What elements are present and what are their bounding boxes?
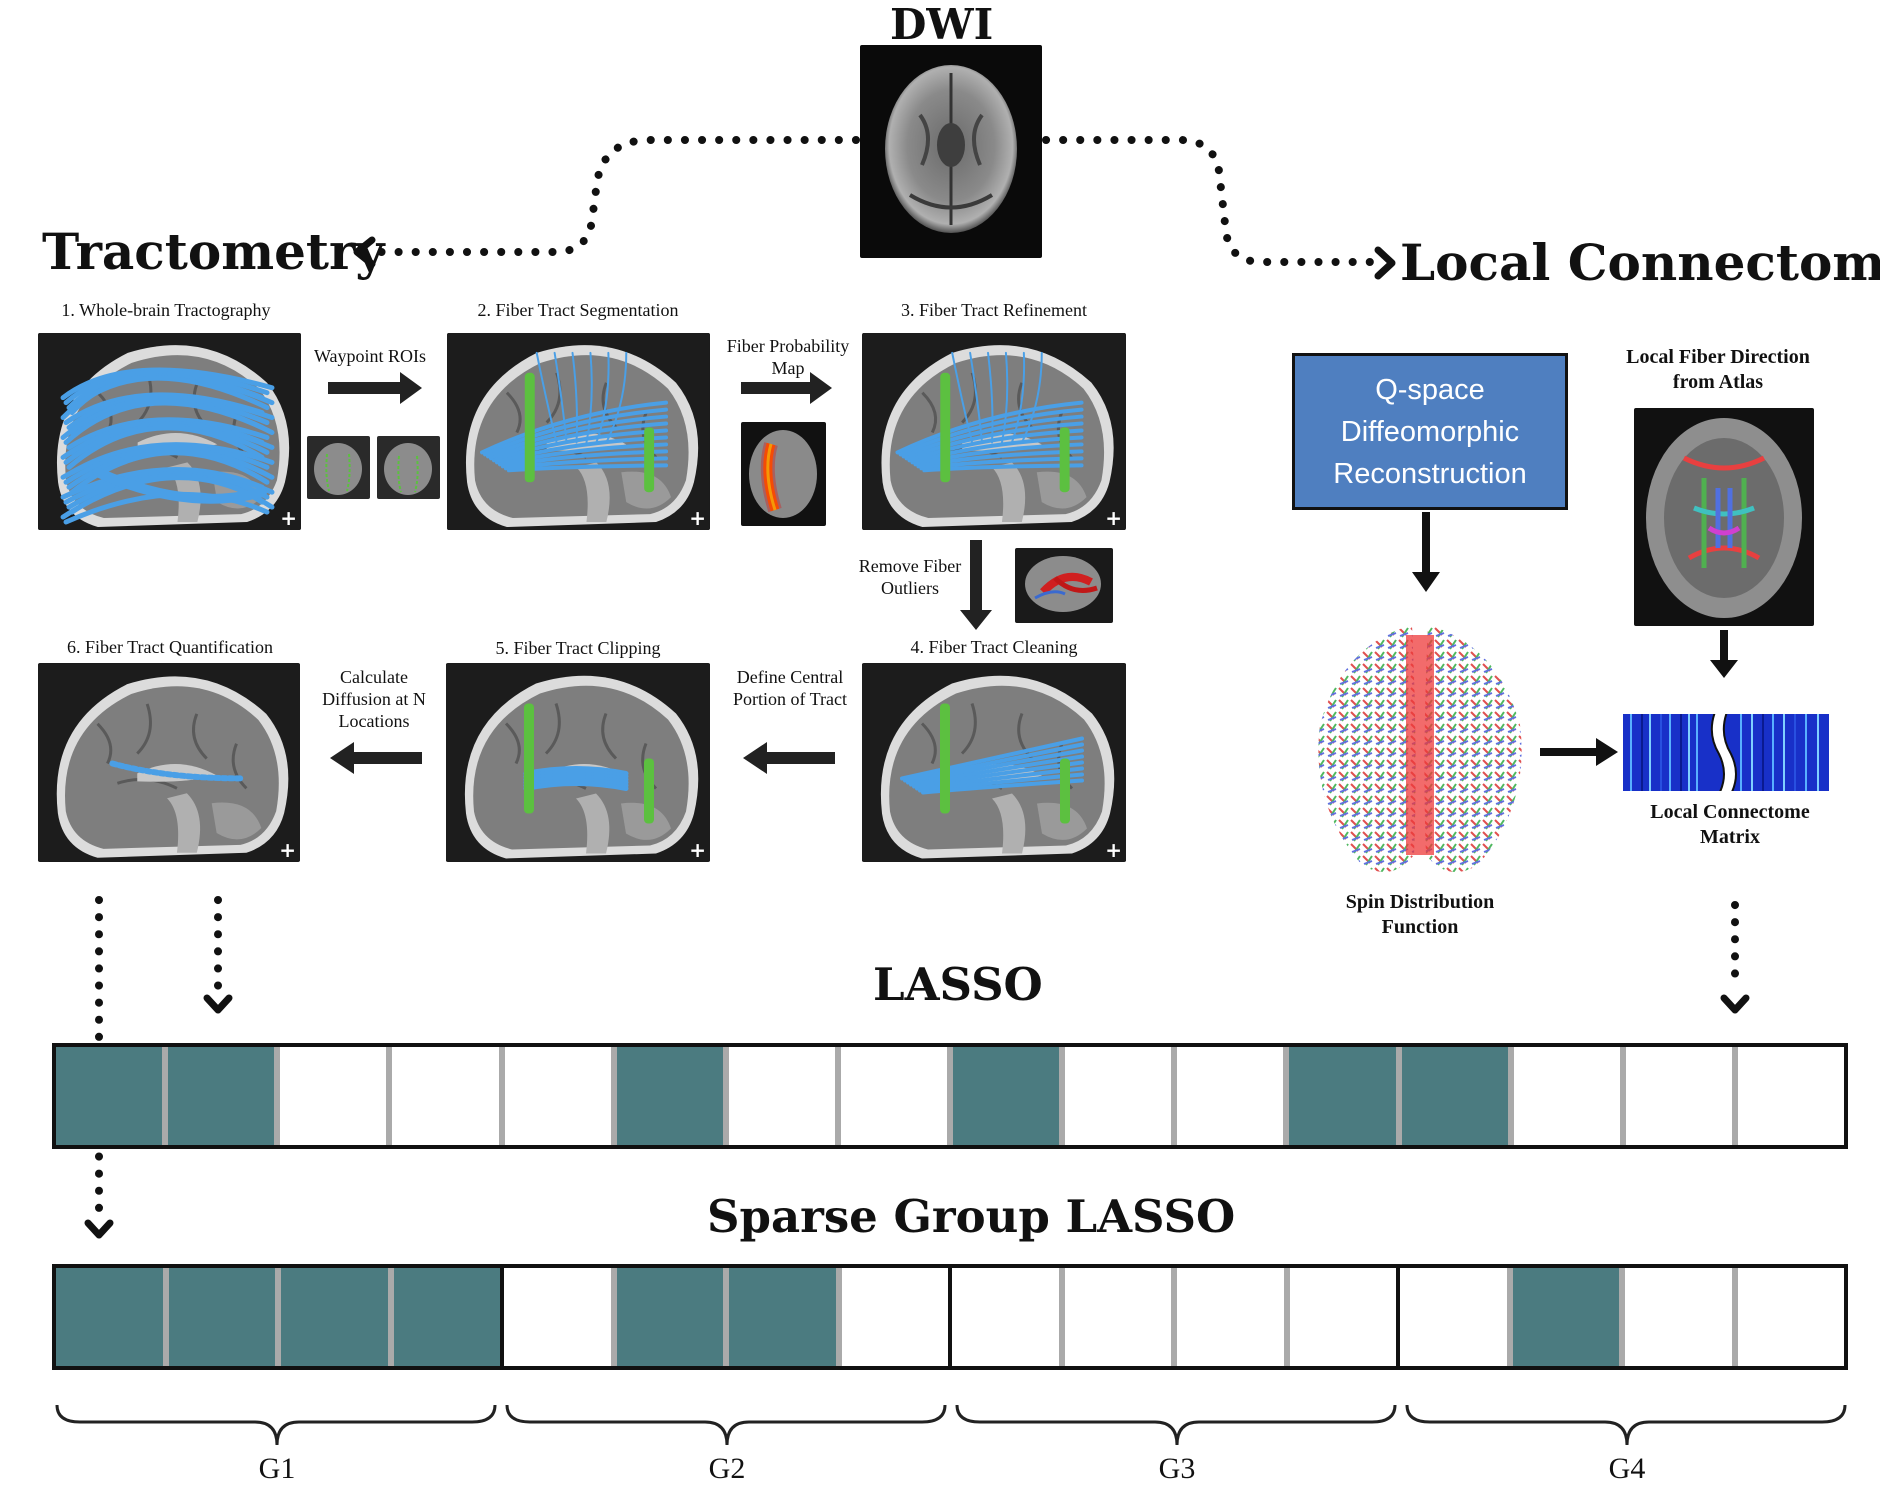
group-label-g3: G3	[1158, 1452, 1196, 1485]
lasso-coefficient-14	[1514, 1047, 1626, 1145]
sgl-coefficient-10	[1065, 1268, 1177, 1366]
lasso-coefficient-15	[1626, 1047, 1738, 1145]
step-1-title: 1. Whole-brain Tractography	[61, 300, 271, 320]
step-4-title: 4. Fiber Tract Cleaning	[910, 637, 1078, 657]
step-2-title: 2. Fiber Tract Segmentation	[477, 300, 679, 320]
atlas-label: Local Fiber Direction from Atlas	[1626, 346, 1810, 393]
sgl-coefficient-15	[1625, 1268, 1738, 1366]
step-3-plus-icon: +	[1105, 506, 1122, 530]
step-3-image: +	[862, 333, 1126, 530]
group-label-g1: G1	[258, 1452, 296, 1485]
outlier-thumbnail	[1015, 548, 1113, 623]
sgl-coefficient-1	[56, 1268, 169, 1366]
lasso-coefficient-6	[616, 1047, 729, 1145]
lasso-coefficient-13	[1401, 1047, 1514, 1145]
lasso-coefficient-4	[392, 1047, 505, 1145]
step-2-image: +	[447, 333, 710, 530]
group-label-g4: G4	[1608, 1452, 1646, 1485]
lasso-coefficient-12	[1289, 1047, 1402, 1145]
matrix-label: Local Connectome Matrix	[1650, 801, 1810, 848]
lasso-coefficient-9	[953, 1047, 1066, 1145]
step-3-title: 3. Fiber Tract Refinement	[901, 300, 1087, 320]
lasso-coefficient-3	[280, 1047, 393, 1145]
step-4-plus-icon: +	[1105, 838, 1122, 862]
sgl-coefficient-13	[1400, 1268, 1513, 1366]
sgl-coefficient-4	[393, 1268, 504, 1366]
sdf-label: Spin Distribution Function	[1345, 891, 1495, 938]
step-5-image: +	[446, 663, 710, 862]
lasso-coefficient-2	[168, 1047, 281, 1145]
qspace-line-1: Q-space	[1375, 373, 1485, 406]
fiber-probability-map-label: Fiber Probability Map	[726, 336, 850, 378]
qspace-line-2: Diffeomorphic	[1340, 415, 1520, 448]
group-label-g2: G2	[708, 1452, 746, 1485]
step-6-image: +	[38, 663, 300, 862]
lasso-coefficient-vector	[52, 1043, 1848, 1149]
lasso-title: LASSO	[873, 958, 1043, 1011]
step-6-title: 6. Fiber Tract Quantification	[67, 637, 273, 657]
lasso-coefficient-1	[56, 1047, 169, 1145]
waypoint-roi-thumbnail-1	[307, 436, 370, 499]
sgl-coefficient-14	[1512, 1268, 1625, 1366]
step-4-image: +	[862, 663, 1126, 862]
tractometry-title: Tractometry	[42, 222, 385, 281]
step-1-image: +	[38, 333, 301, 530]
sparse-group-lasso-title: Sparse Group LASSO	[707, 1190, 1236, 1243]
local-connectome-title: Local Connectome	[1400, 233, 1880, 292]
sparse-group-lasso-coefficient-vector	[52, 1264, 1848, 1370]
lasso-coefficient-10	[1065, 1047, 1178, 1145]
waypoint-rois-label: Waypoint ROIs	[313, 346, 427, 366]
define-central-portion-label: Define Central Portion of Tract	[732, 667, 847, 709]
waypoint-roi-thumbnail-2	[377, 436, 440, 499]
lasso-coefficient-7	[729, 1047, 841, 1145]
qspace-reconstruction-box: Q-space Diffeomorphic Reconstruction	[1292, 353, 1568, 510]
sgl-coefficient-7	[729, 1268, 842, 1366]
sgl-coefficient-12	[1290, 1268, 1400, 1366]
calculate-diffusion-label: Calculate Diffusion at N Locations	[322, 667, 426, 731]
sgl-coefficient-9	[952, 1268, 1065, 1366]
lasso-coefficient-8	[841, 1047, 953, 1145]
step-5-title: 5. Fiber Tract Clipping	[495, 638, 661, 658]
fiber-probability-map-thumbnail	[741, 422, 826, 526]
sgl-coefficient-11	[1177, 1268, 1290, 1366]
sgl-coefficient-6	[616, 1268, 729, 1366]
lasso-coefficient-11	[1177, 1047, 1290, 1145]
local-connectome-matrix-image	[1623, 711, 1829, 795]
atlas-fiber-direction-image	[1634, 408, 1814, 626]
dwi-axial-image	[860, 45, 1042, 258]
sgl-coefficient-2	[168, 1268, 281, 1366]
remove-fiber-outliers-label: Remove Fiber Outliers	[858, 556, 962, 598]
sgl-coefficient-8	[842, 1268, 952, 1366]
dwi-title: DWI	[890, 0, 994, 49]
qspace-line-3: Reconstruction	[1333, 457, 1527, 490]
sgl-coefficient-3	[281, 1268, 394, 1366]
step-6-plus-icon: +	[279, 838, 296, 862]
step-2-plus-icon: +	[689, 506, 706, 530]
sgl-coefficient-5	[504, 1268, 617, 1366]
lasso-coefficient-5	[505, 1047, 617, 1145]
spin-distribution-function-image	[1302, 615, 1538, 885]
step-1-plus-icon: +	[280, 506, 297, 530]
step-5-plus-icon: +	[689, 838, 706, 862]
